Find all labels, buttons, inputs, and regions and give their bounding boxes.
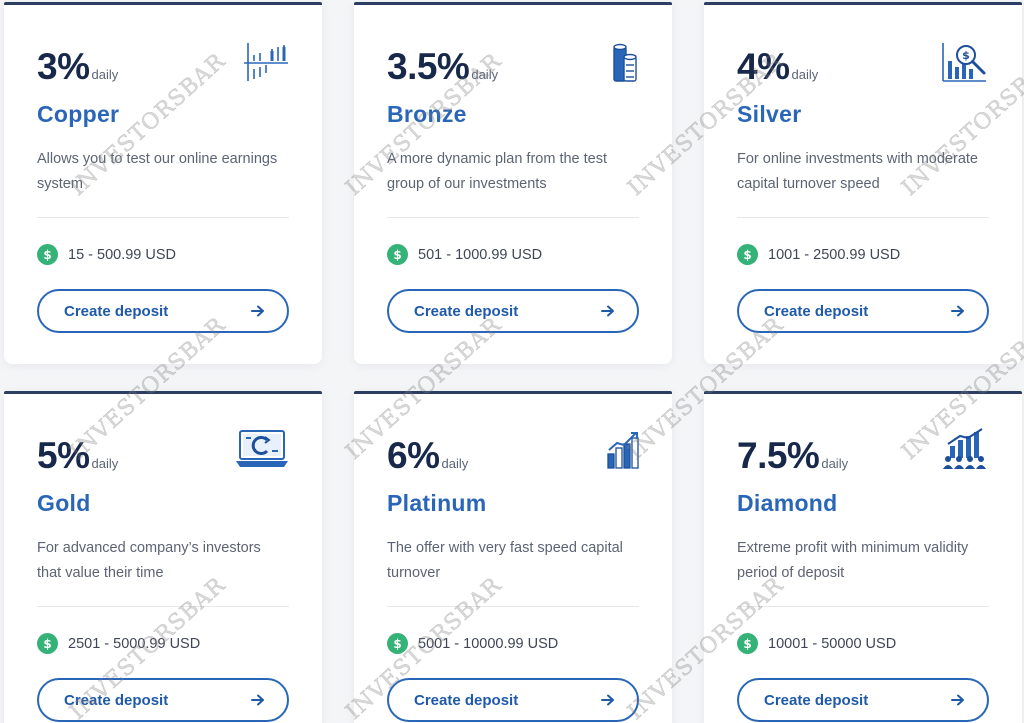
divider bbox=[37, 606, 289, 607]
rate-value: 3.5% bbox=[387, 46, 470, 87]
arrow-right-icon bbox=[601, 305, 614, 317]
plan-description: The offer with very fast speed capital t… bbox=[387, 540, 623, 581]
rate-value: 5% bbox=[37, 435, 90, 476]
deposit-range: $ 1001 - 2500.99 USD bbox=[737, 244, 900, 265]
rate-period: daily bbox=[791, 67, 819, 82]
deposit-range-text: 2501 - 5000.99 USD bbox=[68, 635, 201, 652]
deposit-range: $ 501 - 1000.99 USD bbox=[387, 244, 542, 265]
create-deposit-button[interactable]: Create deposit bbox=[387, 678, 639, 722]
create-deposit-button[interactable]: Create deposit bbox=[37, 289, 289, 333]
plan-name: Bronze bbox=[387, 101, 467, 127]
plan-card-copper: 3% daily Copper Allows you to test our on… bbox=[4, 2, 322, 364]
create-deposit-label: Create deposit bbox=[414, 302, 519, 320]
plan-rate: 4% daily bbox=[737, 46, 818, 88]
rate-value: 7.5% bbox=[737, 435, 820, 476]
dollar-icon: $ bbox=[387, 633, 408, 654]
create-deposit-button[interactable]: Create deposit bbox=[387, 289, 639, 333]
plan-description: For advanced company’s investors that va… bbox=[37, 540, 261, 581]
plan-name: Platinum bbox=[387, 490, 487, 516]
coin-stack-icon bbox=[613, 43, 637, 82]
dollar-icon: $ bbox=[387, 244, 408, 265]
divider bbox=[737, 606, 989, 607]
rate-period: daily bbox=[91, 67, 119, 82]
arrow-right-icon bbox=[251, 694, 264, 706]
chart-magnifier-dollar-icon: $ bbox=[942, 43, 986, 82]
deposit-range-text: 1001 - 2500.99 USD bbox=[768, 246, 901, 263]
plan-name: Diamond bbox=[737, 490, 838, 516]
rate-value: 4% bbox=[737, 46, 790, 87]
plan-rate: 6% daily bbox=[387, 435, 468, 477]
plan-rate: 5% daily bbox=[37, 435, 118, 477]
dollar-icon: $ bbox=[37, 244, 58, 265]
plan-description: A more dynamic plan from the test group … bbox=[387, 151, 608, 192]
arrow-right-icon bbox=[951, 305, 964, 317]
rate-value: 3% bbox=[37, 46, 90, 87]
rate-period: daily bbox=[821, 456, 849, 471]
deposit-range: $ 10001 - 50000 USD bbox=[737, 633, 896, 654]
create-deposit-label: Create deposit bbox=[414, 691, 519, 709]
plan-name: Copper bbox=[37, 101, 120, 127]
dollar-icon: $ bbox=[737, 244, 758, 265]
deposit-range: $ 2501 - 5000.99 USD bbox=[37, 633, 200, 654]
divider bbox=[737, 217, 989, 218]
deposit-range-text: 15 - 500.99 USD bbox=[68, 246, 177, 263]
arrow-right-icon bbox=[601, 694, 614, 706]
laptop-refresh-icon bbox=[236, 430, 288, 467]
create-deposit-button[interactable]: Create deposit bbox=[737, 289, 989, 333]
svg-text:$: $ bbox=[962, 49, 970, 62]
plan-name: Silver bbox=[737, 101, 802, 127]
rate-period: daily bbox=[91, 456, 119, 471]
deposit-range: $ 15 - 500.99 USD bbox=[37, 244, 176, 265]
deposit-range-text: 10001 - 50000 USD bbox=[768, 635, 897, 652]
deposit-range-text: 501 - 1000.99 USD bbox=[418, 246, 543, 263]
create-deposit-label: Create deposit bbox=[764, 691, 869, 709]
divider bbox=[387, 217, 639, 218]
plan-name: Gold bbox=[37, 490, 91, 516]
plan-description: For online investments with moderate cap… bbox=[737, 151, 978, 192]
create-deposit-label: Create deposit bbox=[64, 302, 169, 320]
dollar-icon: $ bbox=[37, 633, 58, 654]
rate-period: daily bbox=[441, 456, 469, 471]
plan-card-silver: 4% daily $ Silver For online investments … bbox=[704, 2, 1022, 364]
plan-rate: 7.5% daily bbox=[737, 435, 848, 477]
plan-rate: 3.5% daily bbox=[387, 46, 498, 88]
arrow-right-icon bbox=[951, 694, 964, 706]
plan-card-platinum: 6% daily Platinum The offer with very fas… bbox=[354, 391, 672, 723]
bar-chart-axis-icon bbox=[244, 43, 288, 81]
divider bbox=[37, 217, 289, 218]
deposit-range-text: 5001 - 10000.99 USD bbox=[418, 635, 559, 652]
rate-value: 6% bbox=[387, 435, 440, 476]
rate-period: daily bbox=[471, 67, 499, 82]
growth-bars-icon bbox=[607, 432, 639, 469]
divider bbox=[387, 606, 639, 607]
plan-rate: 3% daily bbox=[37, 46, 118, 88]
plan-card-gold: 5% daily Gold For advanced company’s inve… bbox=[4, 391, 322, 723]
plan-description: Allows you to test our online earnings s… bbox=[37, 151, 278, 192]
create-deposit-button[interactable]: Create deposit bbox=[37, 678, 289, 722]
create-deposit-button[interactable]: Create deposit bbox=[737, 678, 989, 722]
create-deposit-label: Create deposit bbox=[64, 691, 169, 709]
plan-card-diamond: 7.5% daily Diamond Extreme profit with mi… bbox=[704, 391, 1022, 723]
dollar-icon: $ bbox=[737, 633, 758, 654]
create-deposit-label: Create deposit bbox=[764, 302, 869, 320]
plan-description: Extreme profit with minimum validity per… bbox=[737, 540, 969, 581]
team-growth-icon bbox=[943, 428, 986, 469]
deposit-range: $ 5001 - 10000.99 USD bbox=[387, 633, 558, 654]
plan-card-bronze: 3.5% daily Bronze A more dynamic plan fro… bbox=[354, 2, 672, 364]
arrow-right-icon bbox=[251, 305, 264, 317]
